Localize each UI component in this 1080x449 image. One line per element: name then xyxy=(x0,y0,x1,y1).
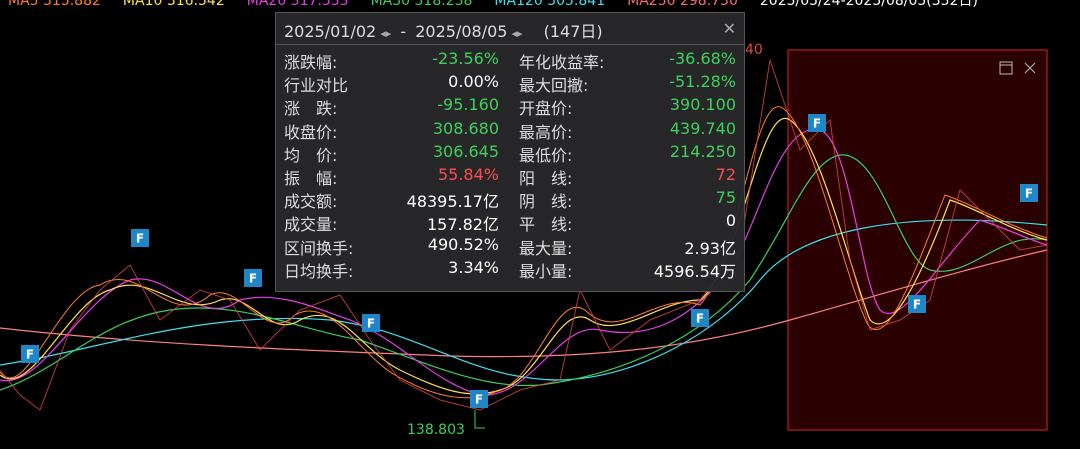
ma-legend: MA10 316.542 xyxy=(123,0,225,9)
date-range: 2025/01/02 ◂▸ - 2025/08/05 ◂▸ (147日) xyxy=(284,18,607,42)
stat-label: 区间换手: xyxy=(284,238,354,258)
end-date[interactable]: 2025/08/05 xyxy=(415,22,508,41)
stat-label: 最高价: xyxy=(519,122,573,142)
stat-label: 阳 线: xyxy=(519,169,573,188)
stat-label: 成交量: xyxy=(284,215,338,235)
stat-value: 4596.54万 xyxy=(653,261,736,281)
stat-label: 平 线: xyxy=(519,215,573,235)
ma-legend: MA30 318.238 xyxy=(371,0,473,9)
flag-label: F xyxy=(367,317,375,331)
ma-legend: MA5 315.882 xyxy=(8,0,101,9)
stat-label: 涨 跌: xyxy=(284,99,338,119)
ma10-line xyxy=(0,117,1048,395)
range-stats-popup: 2025/01/02 ◂▸ - 2025/08/05 ◂▸ (147日) ✕ 涨跌幅… xyxy=(275,12,745,292)
flag-label: F xyxy=(696,312,704,326)
ma250-line xyxy=(0,249,1048,358)
stat-value: 490.52% xyxy=(427,234,499,254)
flag-marker[interactable] xyxy=(362,314,380,332)
stat-label: 最低价: xyxy=(519,145,573,165)
maximize-icon[interactable] xyxy=(999,61,1013,75)
flag-marker[interactable] xyxy=(691,309,709,327)
stat-label: 阴 线: xyxy=(519,192,573,212)
low-pointer xyxy=(474,410,485,429)
ma-legend: 2025/05/24-2025/08/05(352日) xyxy=(760,0,978,9)
ma-legend: MA120 305.841 xyxy=(494,0,605,9)
ma30-line xyxy=(0,154,1048,391)
price-trace xyxy=(0,59,1048,411)
stat-value: 157.82亿 xyxy=(427,215,499,235)
stepper[interactable]: ◂▸ xyxy=(380,27,392,40)
stat-label: 年化收益率: xyxy=(519,53,605,72)
flag-marker[interactable] xyxy=(131,229,149,247)
stat-value: -51.28% xyxy=(669,72,736,92)
stat-value: 75 xyxy=(715,188,736,208)
stat-label: 振 幅: xyxy=(284,169,338,188)
stat-value: 308.680 xyxy=(432,118,499,138)
stat-label: 最大回撤: xyxy=(519,76,589,96)
stat-value: 214.250 xyxy=(669,141,736,161)
flag-label: F xyxy=(136,232,144,246)
stat-value: 0 xyxy=(725,211,736,231)
stat-label: 最小量: xyxy=(519,261,573,281)
stat-value: 2.93亿 xyxy=(684,238,736,258)
flag-label: F xyxy=(913,298,921,312)
stat-label: 行业对比 xyxy=(284,76,349,96)
flag-marker[interactable] xyxy=(1020,184,1038,202)
stat-value: -23.56% xyxy=(432,49,499,68)
stat-value: 55.84% xyxy=(437,165,499,184)
ma5-line xyxy=(0,106,1048,399)
stat-label: 均 价: xyxy=(284,145,338,165)
selection-box xyxy=(787,49,1048,431)
stat-label: 成交额: xyxy=(284,192,338,212)
stat-value: 390.100 xyxy=(669,95,736,115)
stat-label: 最大量: xyxy=(519,238,573,258)
high-label: 40 xyxy=(745,42,763,58)
low-label: 138.803 xyxy=(407,422,465,438)
flag-marker[interactable] xyxy=(21,345,39,363)
stat-value: 0.00% xyxy=(448,72,499,92)
ma-legend: MA250 298.730 xyxy=(627,0,738,9)
stat-value: 439.740 xyxy=(669,118,736,138)
range-separator: - xyxy=(400,22,407,41)
stat-label: 开盘价: xyxy=(519,99,573,119)
stat-label: 收盘价: xyxy=(284,122,338,142)
flag-marker[interactable] xyxy=(244,269,262,287)
stepper[interactable]: ◂▸ xyxy=(511,27,523,40)
stat-value: 48395.17亿 xyxy=(406,192,499,212)
ma-legend: MA20 317.333 xyxy=(247,0,349,9)
stat-value: 306.645 xyxy=(432,141,499,161)
stat-value: 3.34% xyxy=(448,257,499,277)
flag-label: F xyxy=(475,393,483,407)
flag-label: F xyxy=(26,348,34,362)
flag-label: F xyxy=(813,117,821,131)
flag-marker[interactable] xyxy=(470,390,488,408)
day-count: (147日) xyxy=(543,22,603,41)
flag-label: F xyxy=(249,272,257,286)
flag-marker[interactable] xyxy=(808,114,826,132)
flag-label: F xyxy=(1025,187,1033,201)
divider xyxy=(276,44,744,45)
stat-value: -36.68% xyxy=(669,49,736,68)
stat-value: 72 xyxy=(715,165,736,184)
stat-value: -95.160 xyxy=(437,95,499,115)
flag-marker[interactable] xyxy=(908,295,926,313)
start-date[interactable]: 2025/01/02 xyxy=(284,22,377,41)
close-button[interactable]: ✕ xyxy=(722,19,736,38)
stat-label: 涨跌幅: xyxy=(284,53,338,72)
close-icon[interactable] xyxy=(1024,62,1036,74)
stat-label: 日均换手: xyxy=(284,261,354,281)
